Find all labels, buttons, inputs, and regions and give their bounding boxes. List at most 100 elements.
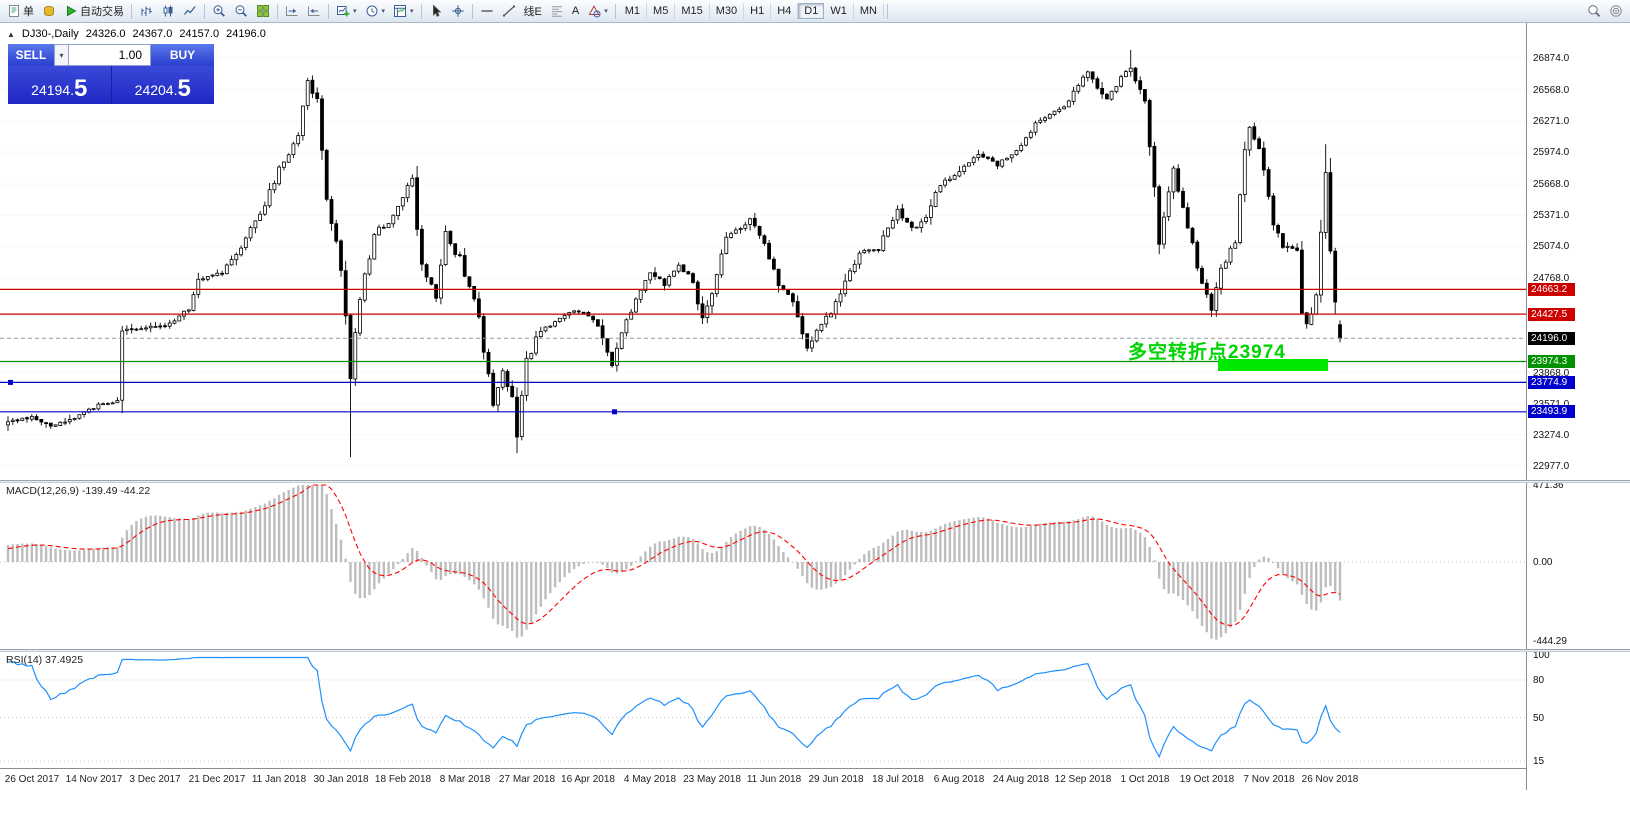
price-axis-label: 26874.0 bbox=[1533, 53, 1570, 64]
order-icon bbox=[7, 4, 21, 18]
pivot-annotation-text: 多空转折点23974 bbox=[1128, 342, 1286, 363]
panel-splitter[interactable] bbox=[0, 649, 1630, 652]
main-toolbar: 单 自动交易 ▾ ▾ ▾ 线E A ▾ M1 M5 M15 M30 H1 H4 D1 W1 MN bbox=[0, 0, 1630, 23]
ohlc-close: 24196.0 bbox=[226, 28, 266, 40]
buy-button[interactable]: BUY bbox=[151, 44, 214, 66]
date-axis-label: 30 Jan 2018 bbox=[313, 774, 369, 785]
macd-histogram bbox=[6, 485, 1342, 640]
date-axis-label: 23 May 2018 bbox=[683, 774, 741, 785]
timeframe-w1-button[interactable]: W1 bbox=[824, 3, 854, 19]
date-axis-label: 8 Mar 2018 bbox=[439, 774, 491, 785]
price-axis-label: 25371.0 bbox=[1533, 210, 1570, 222]
fibo-icon bbox=[550, 4, 564, 18]
macd-plot[interactable] bbox=[0, 483, 1526, 649]
text-label-button[interactable]: A bbox=[568, 2, 583, 21]
pivot-annotation-highlight bbox=[1218, 359, 1328, 371]
cursor-icon bbox=[429, 4, 443, 18]
oct-collapse-icon[interactable]: ▲ bbox=[7, 29, 15, 39]
date-axis-label: 4 May 2018 bbox=[623, 774, 677, 785]
new-chart-button[interactable]: ▾ bbox=[332, 2, 361, 21]
price-axis-label: 26271.0 bbox=[1533, 116, 1570, 128]
bar-chart-button[interactable] bbox=[135, 2, 157, 21]
sell-button[interactable]: SELL bbox=[8, 44, 54, 66]
line-icon bbox=[183, 4, 197, 18]
price-axis: 26874.0 26568.0 26271.0 25974.0 25668.0 25371… bbox=[1526, 23, 1630, 790]
zoom-in-button[interactable] bbox=[208, 2, 230, 21]
date-axis-label: 19 Oct 2018 bbox=[1179, 774, 1235, 785]
timeframe-mn-button[interactable]: MN bbox=[854, 3, 884, 19]
price-axis-label: 25074.0 bbox=[1533, 241, 1570, 253]
chevron-down-icon: ▾ bbox=[59, 50, 64, 60]
templates-button[interactable]: ▾ bbox=[389, 2, 418, 21]
search-button[interactable] bbox=[1583, 2, 1605, 21]
channel-button[interactable]: 线E bbox=[520, 2, 546, 21]
lot-size-input[interactable] bbox=[69, 44, 151, 66]
ohlc-low: 24157.0 bbox=[179, 28, 220, 40]
date-axis: 26 Oct 2017 14 Nov 2017 3 Dec 2017 21 Dec 2… bbox=[0, 768, 1630, 790]
line-handle[interactable] bbox=[8, 379, 13, 385]
date-axis-label: 27 Mar 2018 bbox=[498, 774, 556, 785]
timeframe-h1-button[interactable]: H1 bbox=[744, 3, 772, 19]
date-axis-label: 26 Nov 2018 bbox=[1301, 774, 1359, 785]
date-axis-label: 7 Nov 2018 bbox=[1243, 774, 1295, 785]
buy-price-main: 24204. bbox=[134, 82, 178, 98]
price-axis-label: 23571.0 bbox=[1533, 398, 1570, 410]
sell-price-pip: 5 bbox=[73, 75, 88, 102]
panel-splitter[interactable] bbox=[0, 480, 1630, 483]
level-price-badge: 23493.9 bbox=[1528, 405, 1575, 419]
date-axis-label: 24 Aug 2018 bbox=[992, 774, 1050, 785]
toolbar-separator bbox=[328, 3, 329, 19]
tile-icon bbox=[256, 4, 270, 18]
macd-axis-label: 0.00 bbox=[1533, 557, 1553, 568]
autotrade-button[interactable]: 自动交易 bbox=[60, 2, 128, 21]
deposit-button[interactable] bbox=[38, 2, 60, 21]
crosshair-button[interactable] bbox=[447, 2, 469, 21]
candlestick-plot[interactable] bbox=[0, 23, 1526, 480]
crosshair-icon bbox=[451, 4, 465, 18]
toolbar-separator bbox=[131, 3, 132, 19]
candlestick-chart-button[interactable] bbox=[157, 2, 179, 21]
buy-price-pip: 5 bbox=[177, 75, 191, 102]
buy-price[interactable]: 24204. 5 bbox=[111, 66, 214, 104]
date-axis-label: 11 Jan 2018 bbox=[251, 774, 307, 785]
new-order-button[interactable]: 单 bbox=[3, 2, 38, 21]
tile-windows-button[interactable] bbox=[252, 2, 274, 21]
sell-price-main: 24194. bbox=[31, 82, 74, 98]
timeframe-m15-button[interactable]: M15 bbox=[675, 3, 710, 19]
horizontal-line-button[interactable] bbox=[476, 2, 498, 21]
rsi-plot[interactable] bbox=[0, 652, 1526, 768]
rsi-line bbox=[7, 656, 1341, 759]
cursor-button[interactable] bbox=[425, 2, 447, 21]
auto-scroll-button[interactable] bbox=[281, 2, 303, 21]
line-chart-button[interactable] bbox=[179, 2, 201, 21]
level-price-badge: 24427.5 bbox=[1528, 307, 1575, 321]
price-axis-label: 23868.0 bbox=[1533, 367, 1570, 379]
zoom-in-icon bbox=[212, 4, 226, 18]
zoom-out-button[interactable] bbox=[230, 2, 252, 21]
level-price-badge: 24663.2 bbox=[1528, 282, 1575, 296]
timeframe-m30-button[interactable]: M30 bbox=[710, 3, 745, 19]
chart-shift-button[interactable] bbox=[303, 2, 325, 21]
toolbar-separator bbox=[204, 3, 205, 19]
price-axis-label: 22977.0 bbox=[1533, 460, 1570, 472]
shapes-button[interactable]: ▾ bbox=[583, 2, 612, 21]
timeframe-h4-button[interactable]: H4 bbox=[771, 3, 799, 19]
date-axis-label: 18 Feb 2018 bbox=[374, 774, 432, 785]
date-axis-label: 11 Jun 2018 bbox=[746, 774, 802, 785]
timeframe-m1-button[interactable]: M1 bbox=[619, 3, 648, 19]
trendline-button[interactable] bbox=[498, 2, 520, 21]
new-chart-icon bbox=[336, 4, 350, 18]
sell-price[interactable]: 24194. 5 bbox=[8, 66, 111, 104]
periods-button[interactable]: ▾ bbox=[361, 2, 390, 21]
quick-navigation-button[interactable] bbox=[1605, 2, 1627, 21]
date-axis-label: 29 Jun 2018 bbox=[808, 774, 864, 785]
toolbar-separator bbox=[614, 3, 616, 19]
target-icon bbox=[1609, 4, 1623, 18]
timeframe-m5-button[interactable]: M5 bbox=[647, 3, 676, 19]
candles-icon bbox=[161, 4, 175, 18]
line-handle[interactable] bbox=[612, 409, 617, 415]
timeframe-d1-button[interactable]: D1 bbox=[798, 3, 825, 19]
fibonacci-button[interactable] bbox=[546, 2, 568, 21]
lot-dropdown[interactable]: ▾ bbox=[54, 44, 69, 66]
bars-icon bbox=[139, 4, 153, 18]
